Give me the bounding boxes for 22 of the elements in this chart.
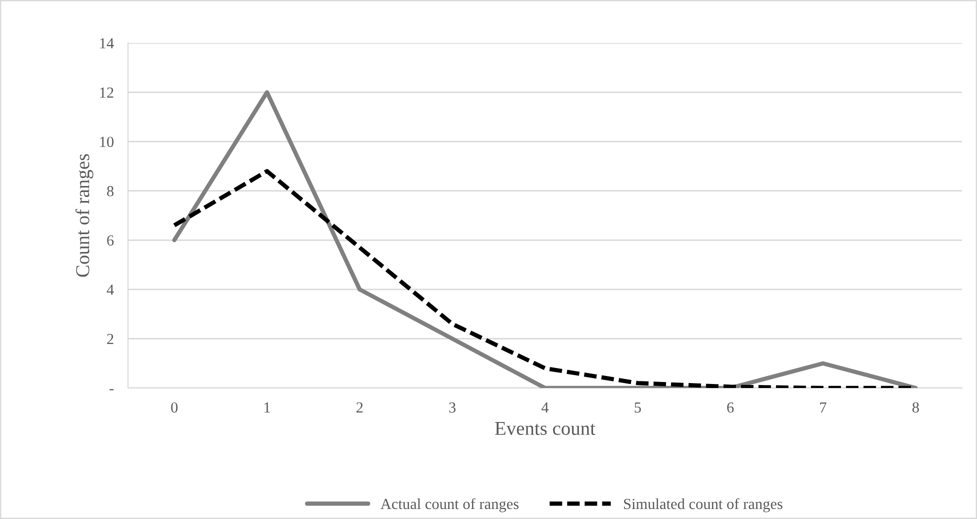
y-tick-label: 14 <box>100 38 114 48</box>
x-tick-label: 7 <box>820 402 826 412</box>
x-tick-label: 8 <box>912 402 919 413</box>
y-tick-label: 4 <box>106 284 114 295</box>
x-tick-label: 5 <box>634 402 641 413</box>
y-tick-label: 8 <box>107 186 114 196</box>
line-series <box>172 90 918 388</box>
x-axis-title: Events count <box>495 422 596 435</box>
x-tick-label: 2 <box>356 402 363 412</box>
x-tick-label: 1 <box>264 402 270 412</box>
legend-label: Actual count of ranges <box>380 498 519 512</box>
x-tick-label: 3 <box>449 402 456 413</box>
y-tick-label: 12 <box>100 87 114 98</box>
y-tick-label: - <box>110 389 114 390</box>
y-axis-title: Count of ranges <box>75 154 94 277</box>
y-tick-label: 2 <box>107 334 114 344</box>
x-tick-label: 0 <box>171 402 178 413</box>
y-tick-label: 6 <box>107 235 114 246</box>
x-tick-label: 6 <box>727 402 734 413</box>
x-tick-label: 4 <box>541 402 549 412</box>
y-tick-label: 10 <box>100 136 114 148</box>
legend-label: Simulated count of ranges <box>624 498 782 512</box>
